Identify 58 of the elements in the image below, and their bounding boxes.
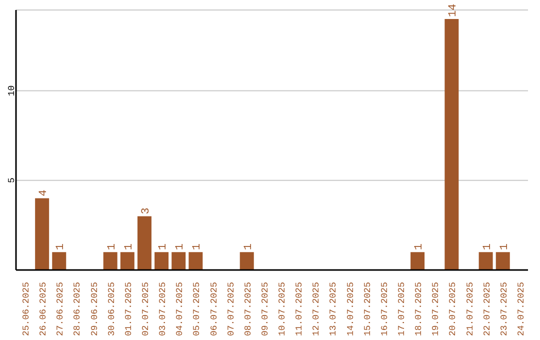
x-tick-label: 22.07.2025 (482, 282, 492, 336)
x-tick-label: 23.07.2025 (499, 282, 510, 336)
bar (410, 252, 425, 270)
data-label: 14 (448, 3, 460, 17)
x-tick-label: 27.06.2025 (56, 282, 66, 336)
data-label: 1 (192, 243, 204, 250)
data-label: 1 (242, 243, 255, 250)
data-label: 1 (174, 243, 187, 250)
bar (188, 252, 203, 270)
x-tick-label: 15.07.2025 (362, 282, 373, 336)
data-label: 1 (158, 243, 170, 250)
data-label: 4 (38, 189, 50, 196)
bar (120, 252, 134, 270)
bar (35, 198, 50, 270)
x-tick-label: 24.07.2025 (516, 282, 526, 336)
bar (52, 252, 66, 270)
data-label: 1 (106, 243, 118, 250)
bar (103, 252, 118, 270)
x-tick-label: 20.07.2025 (448, 282, 458, 336)
data-label: 1 (55, 243, 68, 250)
y-tick-label: 5 (7, 178, 17, 184)
x-tick-label: 17.07.2025 (397, 282, 407, 336)
x-tick-label: 25.06.2025 (22, 282, 32, 336)
x-tick-label: 13.07.2025 (328, 282, 339, 336)
data-label: 1 (482, 243, 494, 250)
x-tick-label: 09.07.2025 (260, 282, 270, 336)
bar (172, 252, 186, 270)
x-tick-label: 19.07.2025 (431, 282, 442, 336)
data-label: 1 (498, 243, 511, 250)
x-tick-label: 10.07.2025 (278, 282, 288, 336)
x-tick-label: 18.07.2025 (414, 282, 424, 336)
x-tick-label: 03.07.2025 (158, 282, 168, 336)
data-label: 1 (414, 243, 426, 250)
x-tick-label: 08.07.2025 (243, 282, 254, 336)
x-tick-label: 30.06.2025 (106, 282, 117, 336)
x-tick-label: 16.07.2025 (380, 282, 390, 336)
x-tick-label: 04.07.2025 (175, 282, 186, 336)
data-label: 1 (123, 243, 136, 250)
data-label: 3 (140, 208, 152, 214)
x-tick-label: 12.07.2025 (312, 282, 322, 336)
x-tick-label: 26.06.2025 (38, 282, 49, 336)
bar (478, 252, 493, 270)
x-tick-label: 06.07.2025 (209, 282, 220, 336)
x-tick-label: 14.07.2025 (346, 282, 356, 336)
x-tick-label: 11.07.2025 (294, 282, 305, 336)
bar (496, 252, 510, 270)
bar (240, 252, 254, 270)
bar (154, 252, 169, 270)
x-tick-label: 07.07.2025 (226, 282, 236, 336)
x-tick-label: 02.07.2025 (141, 282, 151, 336)
x-tick-label: 21.07.2025 (465, 282, 476, 336)
y-tick-label: 10 (7, 85, 17, 96)
bar (137, 216, 152, 270)
x-tick-label: 28.06.2025 (72, 282, 83, 336)
x-tick-label: 01.07.2025 (124, 282, 134, 336)
x-tick-label: 05.07.2025 (192, 282, 202, 336)
bar (444, 18, 459, 270)
x-tick-label: 29.06.2025 (90, 282, 100, 336)
